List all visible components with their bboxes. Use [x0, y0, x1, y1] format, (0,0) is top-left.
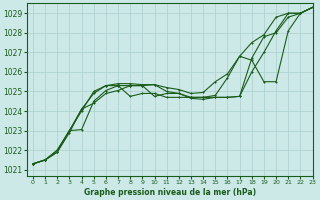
X-axis label: Graphe pression niveau de la mer (hPa): Graphe pression niveau de la mer (hPa)	[84, 188, 256, 197]
